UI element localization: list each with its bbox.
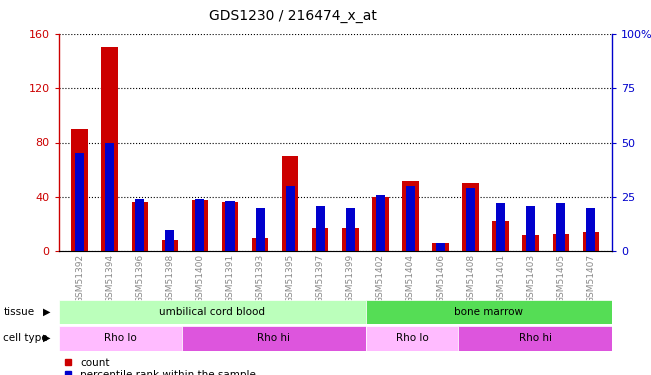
Bar (557, 203, 565, 251)
Text: GSM51393: GSM51393 (256, 254, 264, 303)
Bar (492, 221, 509, 251)
Bar (583, 232, 599, 251)
Bar (402, 181, 419, 251)
Bar (75, 153, 84, 251)
Text: bone marrow: bone marrow (454, 307, 523, 317)
Text: GSM51397: GSM51397 (316, 254, 325, 303)
Text: Rho hi: Rho hi (519, 333, 551, 344)
Text: tissue: tissue (3, 307, 35, 317)
Bar (526, 206, 535, 251)
Bar (256, 208, 264, 251)
Bar (102, 47, 118, 251)
Bar (346, 208, 355, 251)
Bar (458, 326, 612, 351)
Bar (222, 202, 238, 251)
Text: GSM51391: GSM51391 (225, 254, 234, 303)
Text: GSM51403: GSM51403 (526, 254, 535, 303)
Text: GSM51401: GSM51401 (496, 254, 505, 303)
Bar (587, 208, 596, 251)
Text: umbilical cord blood: umbilical cord blood (159, 307, 266, 317)
Bar (165, 230, 174, 251)
Text: cell type: cell type (3, 333, 48, 343)
Bar (135, 199, 145, 251)
Bar (372, 197, 389, 251)
Text: GSM51408: GSM51408 (466, 254, 475, 303)
Text: GSM51398: GSM51398 (165, 254, 174, 303)
Bar (432, 243, 449, 251)
Text: GSM51394: GSM51394 (105, 254, 114, 303)
Bar (161, 240, 178, 251)
Text: GSM51406: GSM51406 (436, 254, 445, 303)
Text: ▶: ▶ (43, 307, 51, 317)
Bar (225, 201, 234, 251)
Text: GDS1230 / 216474_x_at: GDS1230 / 216474_x_at (209, 9, 377, 23)
Legend: count, percentile rank within the sample: count, percentile rank within the sample (64, 358, 256, 375)
Bar (466, 188, 475, 251)
Text: Rho lo: Rho lo (396, 333, 428, 344)
Bar (366, 300, 612, 324)
Text: GSM51399: GSM51399 (346, 254, 355, 303)
Bar (195, 199, 204, 251)
Bar (316, 206, 325, 251)
Text: GSM51396: GSM51396 (135, 254, 145, 303)
Text: Rho lo: Rho lo (104, 333, 137, 344)
Bar (496, 203, 505, 251)
Bar (312, 228, 329, 251)
Bar (462, 183, 479, 251)
Bar (59, 326, 182, 351)
Bar (342, 228, 359, 251)
Bar (376, 195, 385, 251)
Bar (252, 238, 268, 251)
Bar (59, 300, 366, 324)
Bar (132, 202, 148, 251)
Bar (182, 326, 366, 351)
Text: GSM51400: GSM51400 (195, 254, 204, 303)
Bar (286, 186, 295, 251)
Bar (72, 129, 88, 251)
Bar (406, 186, 415, 251)
Text: GSM51404: GSM51404 (406, 254, 415, 303)
Bar (553, 234, 569, 251)
Text: GSM51405: GSM51405 (557, 254, 565, 303)
Bar (436, 243, 445, 251)
Bar (282, 156, 298, 251)
Bar (105, 142, 114, 251)
Text: GSM51407: GSM51407 (587, 254, 596, 303)
Text: ▶: ▶ (43, 333, 51, 343)
Text: Rho hi: Rho hi (257, 333, 290, 344)
Bar (523, 235, 539, 251)
Bar (191, 200, 208, 251)
Text: GSM51392: GSM51392 (75, 254, 84, 303)
Bar (366, 326, 458, 351)
Text: GSM51395: GSM51395 (286, 254, 295, 303)
Text: GSM51402: GSM51402 (376, 254, 385, 303)
